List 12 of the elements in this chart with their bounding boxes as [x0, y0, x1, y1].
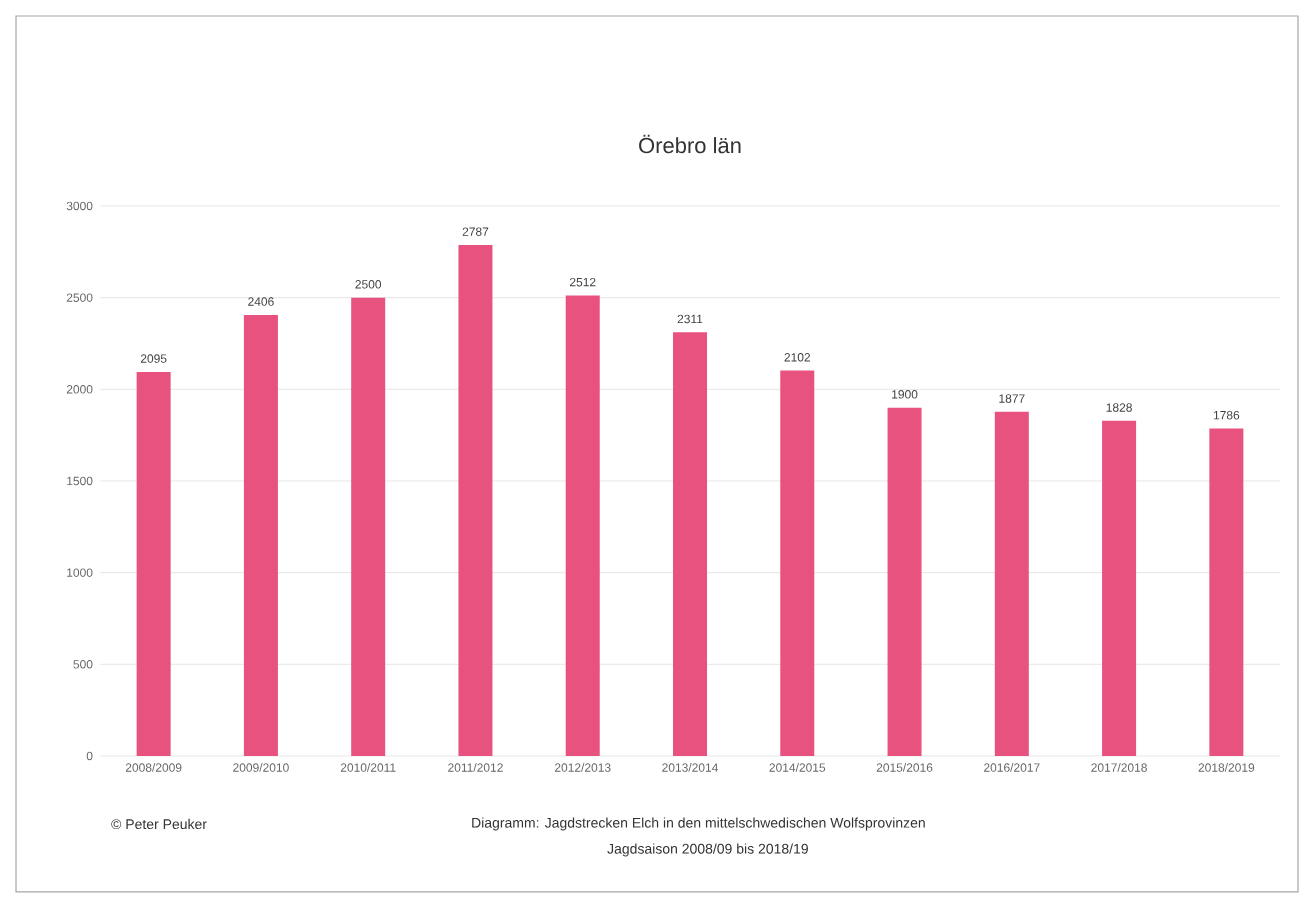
bar	[1102, 420, 1137, 756]
bar	[243, 314, 278, 756]
bar	[565, 295, 600, 756]
bar	[994, 411, 1029, 756]
chart-title: Örebro län	[639, 134, 741, 154]
bar	[673, 332, 707, 756]
bar	[458, 245, 493, 756]
bar	[351, 297, 386, 756]
bar	[1209, 428, 1244, 756]
bar	[136, 371, 171, 756]
bar	[780, 370, 815, 756]
bar	[887, 407, 922, 756]
